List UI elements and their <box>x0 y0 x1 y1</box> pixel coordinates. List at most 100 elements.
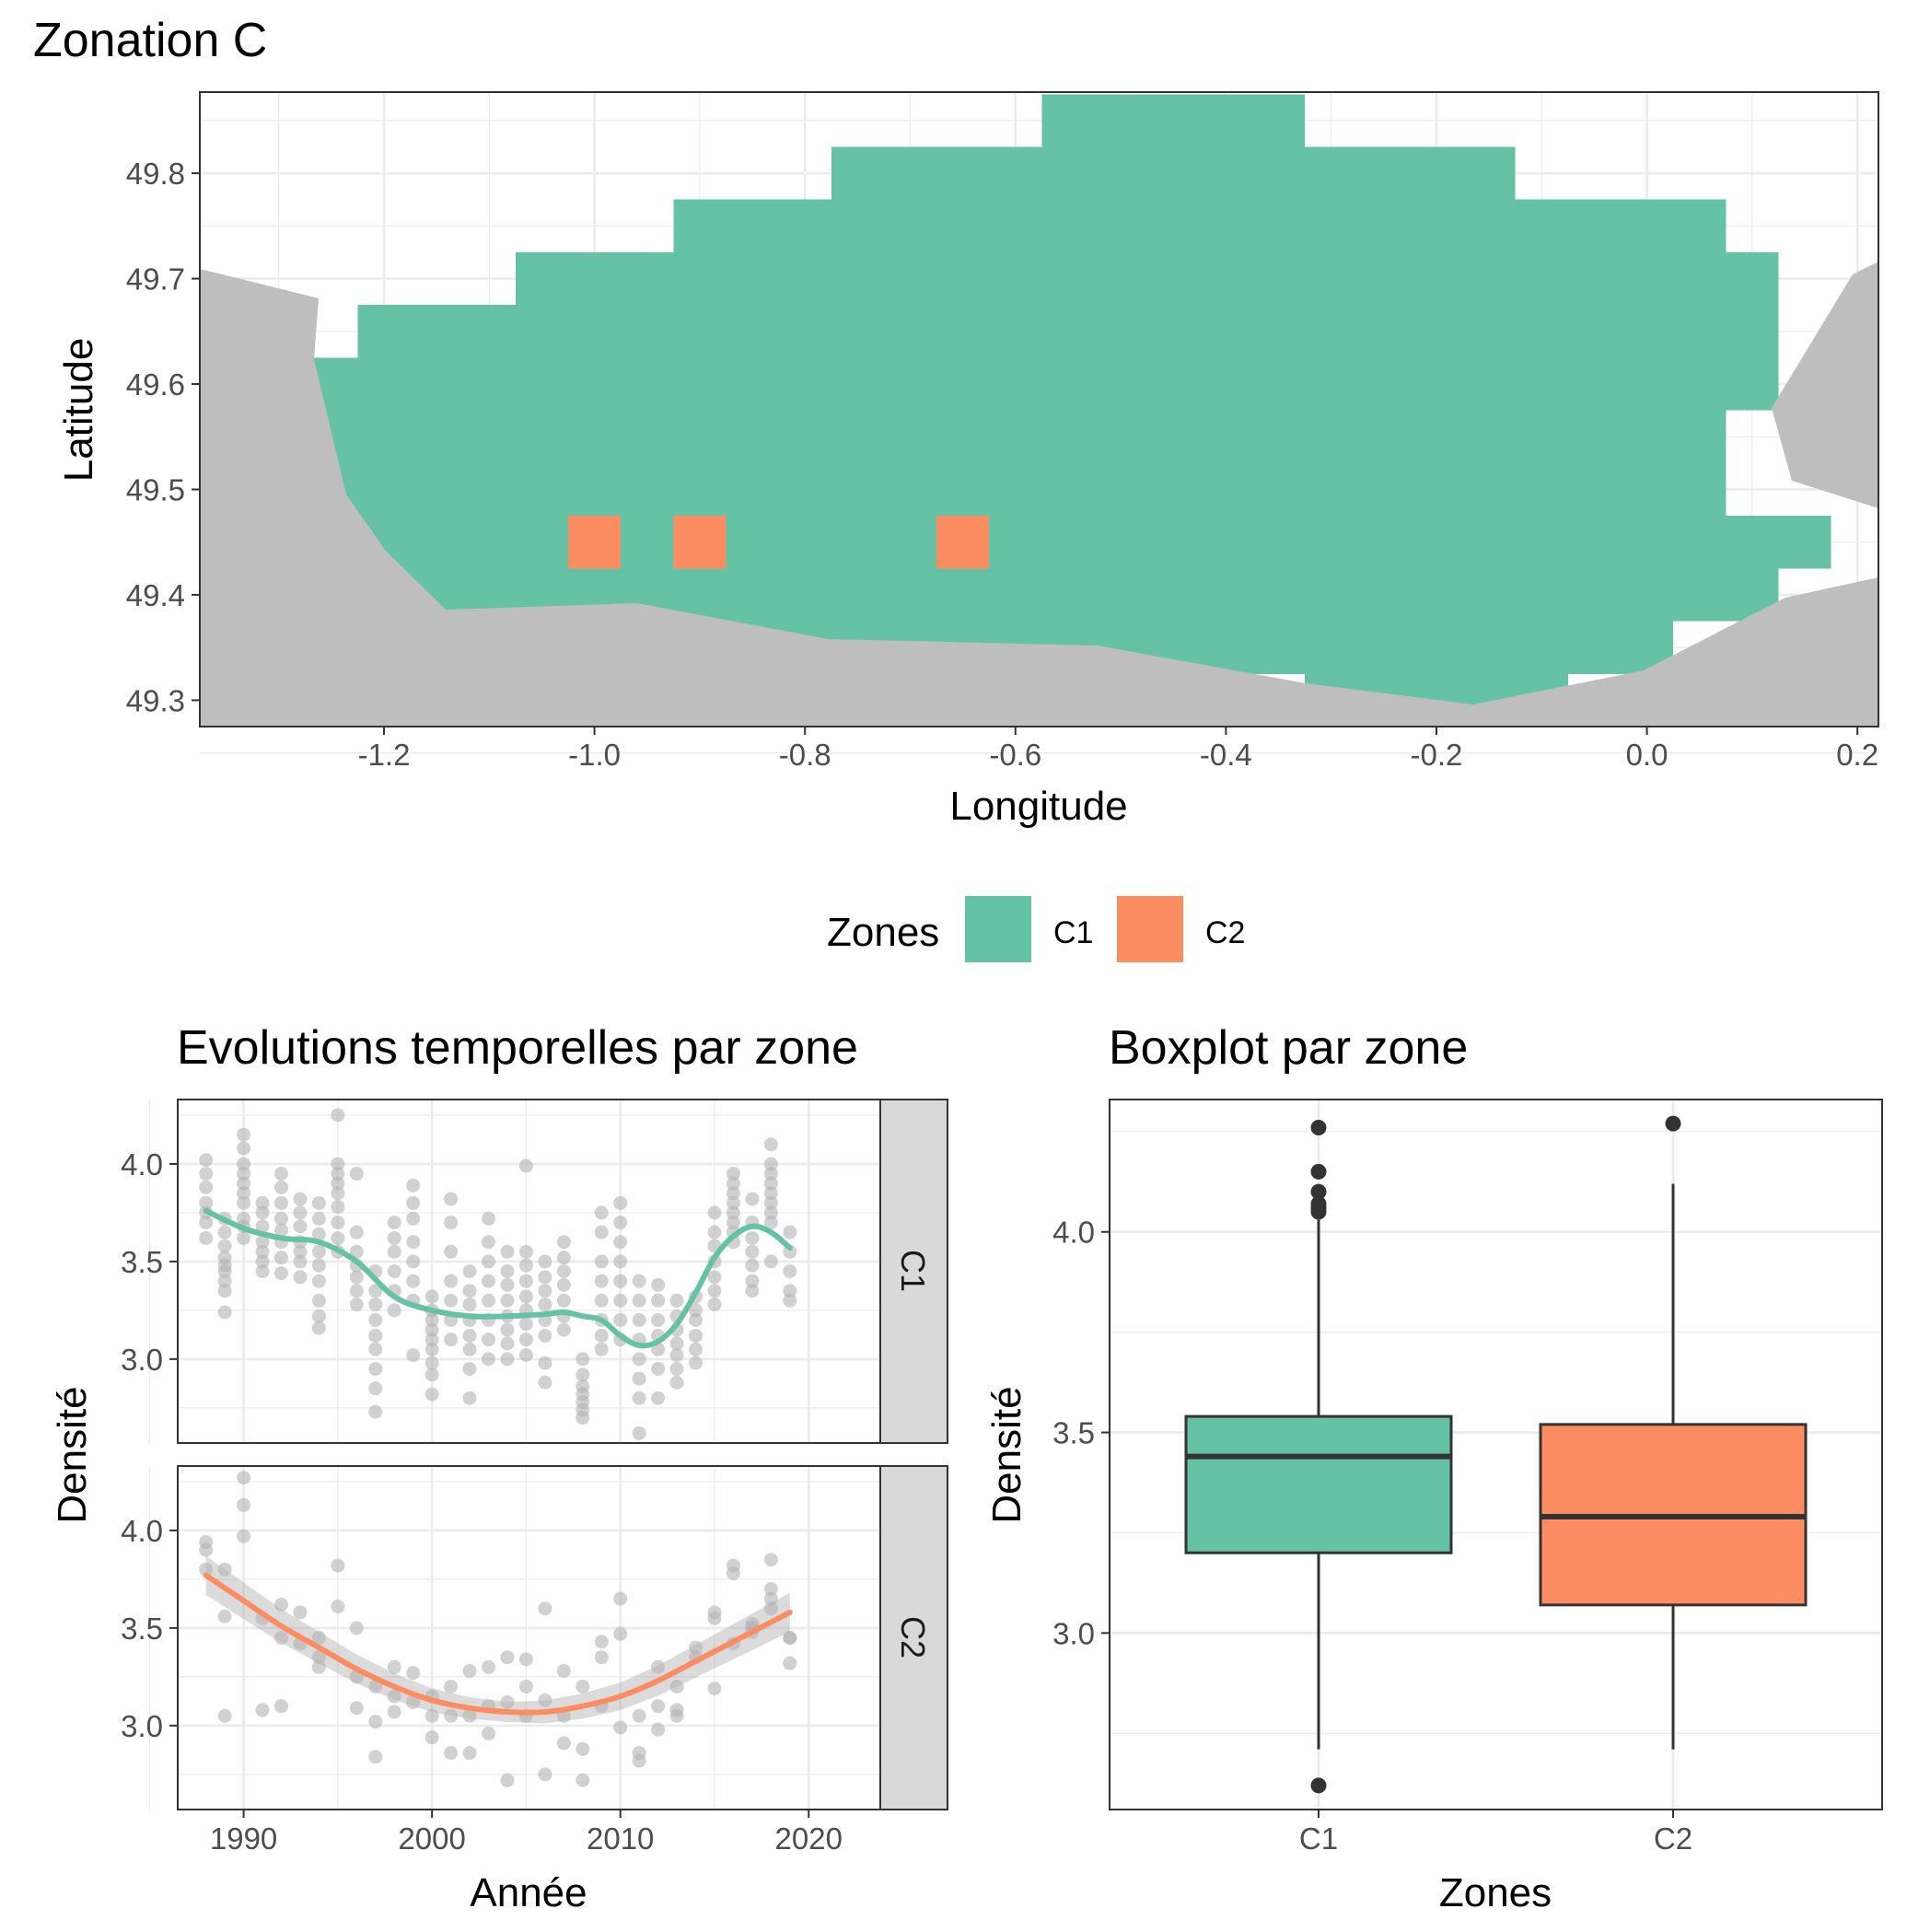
ts-point-c1 <box>763 1254 778 1269</box>
ts-point-c1 <box>613 1274 628 1288</box>
timeseries-y-label: Densité <box>50 1386 95 1523</box>
legend-label-c2: C2 <box>1205 915 1245 950</box>
ts-point-c1 <box>424 1289 439 1304</box>
ts-point-c1 <box>763 1176 778 1191</box>
ts-point-c1 <box>274 1251 289 1265</box>
ts-point-c1 <box>689 1342 703 1356</box>
ts-point-c2 <box>424 1730 439 1745</box>
map-x-tick-label: -0.8 <box>779 738 831 772</box>
ts-point-c1 <box>594 1205 609 1220</box>
ts-point-c1 <box>331 1167 345 1181</box>
ts-point-c1 <box>518 1333 533 1347</box>
ts-point-c1 <box>406 1211 421 1226</box>
ts-point-c1 <box>237 1157 251 1171</box>
ts-point-c1 <box>387 1264 401 1278</box>
ts-point-c1 <box>331 1200 345 1215</box>
ts-point-c2 <box>556 1664 571 1679</box>
boxplot-x-axis: C1 C2 <box>1299 1810 1692 1856</box>
map-y-tick-label: 49.8 <box>126 157 185 191</box>
ts-point-c1 <box>594 1342 609 1356</box>
map-zone-c1-cells <box>831 146 1516 200</box>
ts-point-c1 <box>237 1127 251 1142</box>
ts-point-c1 <box>745 1274 760 1288</box>
ts-point-c1 <box>556 1235 571 1250</box>
ts-point-c1 <box>462 1391 477 1405</box>
ts-point-c2 <box>199 1562 214 1577</box>
ts-x-tick-label: 2000 <box>398 1821 465 1856</box>
map-zone-c1-cells <box>305 516 1831 569</box>
ts-point-c1 <box>518 1258 533 1273</box>
legend-label-c1: C1 <box>1053 915 1093 950</box>
ts-point-c1 <box>331 1157 345 1171</box>
boxplot-outlier-c1 <box>1310 1163 1327 1180</box>
ts-y-tick-label: 4.0 <box>121 1514 163 1548</box>
ts-point-c1 <box>613 1235 628 1250</box>
ts-point-c1 <box>669 1375 684 1390</box>
map-zone-c1-cells <box>305 357 1779 411</box>
ts-point-c2 <box>274 1597 289 1612</box>
ts-point-c1 <box>293 1244 308 1259</box>
map-zone-c1-cells <box>673 199 1727 252</box>
ts-point-c1 <box>556 1322 571 1337</box>
ts-point-c1 <box>500 1336 515 1351</box>
ts-point-c1 <box>500 1322 515 1337</box>
ts-point-c1 <box>237 1167 251 1181</box>
ts-point-c2 <box>651 1659 666 1674</box>
map-y-tick-label: 49.4 <box>126 578 185 612</box>
ts-point-c1 <box>311 1244 326 1259</box>
ts-point-c2 <box>482 1726 496 1740</box>
ts-point-c1 <box>726 1216 740 1230</box>
ts-point-c1 <box>311 1227 326 1241</box>
ts-point-c1 <box>538 1284 552 1298</box>
ts-point-c1 <box>518 1289 533 1304</box>
ts-point-c1 <box>199 1195 214 1210</box>
map-y-axis: 49.3 49.4 49.5 49.6 49.7 49.8 <box>126 157 200 717</box>
ts-confidence-band-c2 <box>205 1555 790 1724</box>
ts-point-c1 <box>217 1274 232 1288</box>
map-zone-c1-cells <box>357 305 1779 358</box>
boxplot-outlier-c1 <box>1310 1777 1327 1794</box>
ts-point-c1 <box>387 1244 401 1259</box>
ts-point-c2 <box>444 1708 459 1723</box>
ts-point-c1 <box>763 1137 778 1152</box>
ts-point-c1 <box>331 1176 345 1191</box>
map-x-label: Longitude <box>949 784 1127 829</box>
ts-point-c2 <box>763 1582 778 1597</box>
map-land-south-coast <box>200 269 1878 727</box>
ts-point-c1 <box>689 1328 703 1343</box>
ts-point-c1 <box>726 1195 740 1210</box>
map-x-tick-label: -1.0 <box>568 738 621 772</box>
ts-point-c2 <box>613 1720 628 1735</box>
ts-point-c1 <box>368 1284 383 1298</box>
ts-point-c2 <box>237 1529 251 1543</box>
timeseries-title: Evolutions temporelles par zone <box>177 1021 858 1075</box>
ts-point-c1 <box>632 1312 646 1327</box>
ts-point-c1 <box>632 1352 646 1367</box>
ts-point-c1 <box>368 1404 383 1419</box>
ts-point-c1 <box>783 1293 797 1308</box>
boxplot-panel <box>1109 1099 1883 1810</box>
ts-point-c2 <box>311 1650 326 1665</box>
ts-point-c2 <box>444 1746 459 1761</box>
ts-point-c2 <box>199 1542 214 1557</box>
ts-point-c1 <box>424 1387 439 1402</box>
boxplot-outlier-c1 <box>1310 1183 1327 1200</box>
ts-point-c1 <box>594 1293 609 1308</box>
ts-point-c2 <box>576 1773 590 1787</box>
ts-point-c1 <box>274 1167 289 1181</box>
ts-point-c2 <box>217 1609 232 1624</box>
facet-c2-points <box>199 1471 797 1787</box>
facet-c2-strip-label: C2 <box>894 1616 932 1658</box>
ts-point-c1 <box>406 1178 421 1193</box>
ts-point-c1 <box>255 1195 270 1210</box>
ts-point-c2 <box>632 1708 646 1723</box>
ts-point-c2 <box>707 1682 722 1696</box>
ts-point-c1 <box>444 1274 459 1288</box>
map-land-east-coast <box>1772 262 1878 508</box>
ts-point-c1 <box>763 1205 778 1220</box>
ts-point-c2 <box>763 1553 778 1567</box>
ts-point-c1 <box>594 1328 609 1343</box>
ts-point-c1 <box>632 1391 646 1405</box>
ts-point-c2 <box>311 1631 326 1645</box>
